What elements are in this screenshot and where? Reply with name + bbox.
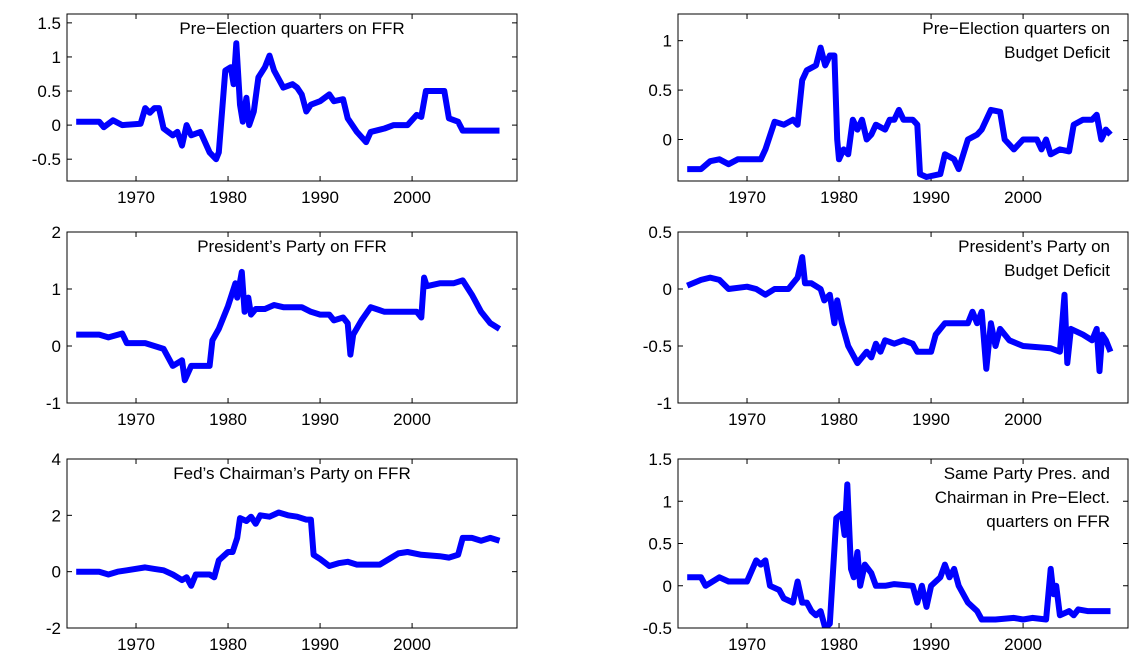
data-line xyxy=(76,509,501,589)
x-tick-label: 1990 xyxy=(912,635,950,654)
x-tick-label: 1980 xyxy=(820,410,858,429)
y-tick-label: -0.5 xyxy=(32,150,61,169)
x-tick-label: 1980 xyxy=(209,188,247,207)
subplot: -0.5 0 0.5 1 1.5 1970 1980 1990 2000 Same Party P… xyxy=(643,450,1129,654)
axes-frame xyxy=(677,13,1129,182)
subplot-title: President’s Party on FFR xyxy=(197,237,387,256)
x-tick-label: 1970 xyxy=(117,635,155,654)
subplot-title: Same Party Pres. and xyxy=(944,464,1110,483)
y-tick-label: 1 xyxy=(663,32,672,51)
y-tick-label: 2 xyxy=(52,223,61,242)
x-tick-label: 1990 xyxy=(301,635,339,654)
y-tick-label: -0.5 xyxy=(643,337,672,356)
x-tick-label: 1970 xyxy=(728,188,766,207)
data-line xyxy=(76,268,502,384)
x-tick-label: 2000 xyxy=(1004,188,1042,207)
subplot: -0.5 0 0.5 1 1.5 1970 1980 1990 2000 Pre−Election… xyxy=(32,13,518,207)
subplot-title: Pre−Election quarters on FFR xyxy=(179,19,404,38)
subplot-title: quarters on FFR xyxy=(986,512,1110,531)
data-line xyxy=(686,254,1114,375)
subplot-title: President’s Party on xyxy=(958,237,1110,256)
y-tick-label: 0 xyxy=(663,577,672,596)
y-tick-label: -2 xyxy=(46,619,61,638)
y-tick-label: 0 xyxy=(52,563,61,582)
x-tick-label: 1990 xyxy=(301,188,339,207)
axes-frame xyxy=(66,231,518,404)
y-tick-label: 0.5 xyxy=(648,81,672,100)
subplot-title: Pre−Election quarters on xyxy=(922,19,1110,38)
y-tick-label: 1 xyxy=(52,48,61,67)
x-tick-label: 1970 xyxy=(117,188,155,207)
y-tick-label: 0 xyxy=(52,337,61,356)
x-tick-label: 1990 xyxy=(912,188,950,207)
x-tick-label: 1970 xyxy=(728,635,766,654)
x-tick-label: 1980 xyxy=(209,635,247,654)
subplot-title: Budget Deficit xyxy=(1004,261,1110,280)
y-tick-label: 0 xyxy=(663,130,672,149)
data-line xyxy=(687,44,1113,180)
y-tick-label: 1.5 xyxy=(648,450,672,469)
subplot: -1 -0.5 0 0.5 1970 1980 1990 2000 President’s Pa… xyxy=(643,223,1129,429)
y-tick-label: 0 xyxy=(663,280,672,299)
subplot: 0 0.5 1 1970 1980 1990 2000 Pre−Election quarte… xyxy=(648,13,1129,207)
y-tick-label: 1 xyxy=(663,492,672,511)
y-tick-label: -0.5 xyxy=(643,619,672,638)
x-tick-label: 1970 xyxy=(117,410,155,429)
x-tick-label: 1990 xyxy=(301,410,339,429)
subplot-title: Chairman in Pre−Elect. xyxy=(935,488,1110,507)
x-tick-label: 2000 xyxy=(393,635,431,654)
subplot-title: Fed’s Chairman’s Party on FFR xyxy=(173,464,410,483)
x-tick-label: 2000 xyxy=(1004,635,1042,654)
x-tick-label: 2000 xyxy=(393,188,431,207)
axes-frame xyxy=(677,231,1129,404)
y-tick-label: -1 xyxy=(657,394,672,413)
axes-frame xyxy=(66,458,518,629)
y-tick-label: 0 xyxy=(52,116,61,135)
subplot: -1 0 1 2 1970 1980 1990 2000 President’s Party o… xyxy=(46,223,518,429)
x-tick-label: 2000 xyxy=(393,410,431,429)
x-tick-label: 2000 xyxy=(1004,410,1042,429)
data-line xyxy=(76,40,500,163)
y-tick-label: 1.5 xyxy=(37,14,61,33)
axes-frame xyxy=(677,458,1129,629)
y-tick-label: 1 xyxy=(52,280,61,299)
y-tick-label: -1 xyxy=(46,394,61,413)
axes-frame xyxy=(66,13,518,182)
subplot-title: Budget Deficit xyxy=(1004,43,1110,62)
y-tick-label: 2 xyxy=(52,506,61,525)
y-tick-label: 0.5 xyxy=(648,223,672,242)
x-tick-label: 1970 xyxy=(728,410,766,429)
subplot: -2 0 2 4 1970 1980 1990 2000 Fed’s Chairman’s Pa… xyxy=(46,450,518,654)
x-tick-label: 1990 xyxy=(912,410,950,429)
x-tick-label: 1980 xyxy=(209,410,247,429)
y-tick-label: 4 xyxy=(52,450,61,469)
data-line xyxy=(687,481,1111,628)
x-tick-label: 1980 xyxy=(820,635,858,654)
y-tick-label: 0.5 xyxy=(37,82,61,101)
y-tick-label: 0.5 xyxy=(648,535,672,554)
x-tick-label: 1980 xyxy=(820,188,858,207)
